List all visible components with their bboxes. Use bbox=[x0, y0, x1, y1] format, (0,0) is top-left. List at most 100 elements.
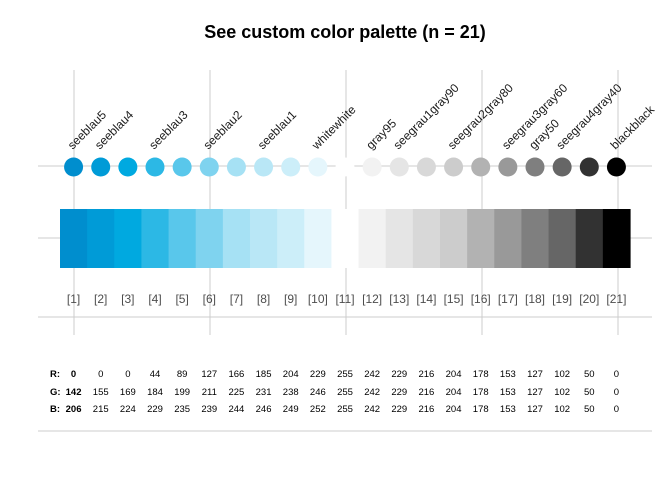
rgb-value: 235 bbox=[174, 404, 190, 415]
color-index-label: [20] bbox=[579, 292, 599, 306]
rgb-value: 242 bbox=[364, 404, 380, 415]
rgb-value: 169 bbox=[120, 387, 136, 398]
color-dot bbox=[308, 157, 328, 177]
color-index-label: [3] bbox=[121, 292, 134, 306]
color-index-label: [6] bbox=[203, 292, 216, 306]
color-index-label: [21] bbox=[606, 292, 626, 306]
color-bar bbox=[304, 209, 333, 268]
color-bar bbox=[250, 209, 278, 268]
rgb-value: 153 bbox=[500, 404, 516, 415]
rgb-value: 0 bbox=[614, 404, 619, 415]
color-dot bbox=[498, 157, 518, 177]
color-dot bbox=[199, 157, 219, 177]
color-index-label: [7] bbox=[230, 292, 243, 306]
rgb-value: 255 bbox=[337, 404, 353, 415]
color-bar bbox=[494, 209, 523, 268]
rgb-value: 211 bbox=[202, 387, 217, 398]
color-index-label: [1] bbox=[67, 292, 80, 306]
color-dot bbox=[226, 157, 246, 177]
color-dot bbox=[389, 157, 409, 177]
color-bar bbox=[277, 209, 305, 268]
color-dot bbox=[335, 157, 355, 177]
color-bar bbox=[60, 209, 88, 268]
rgb-value: 185 bbox=[256, 369, 272, 380]
rgb-value: 206 bbox=[66, 404, 82, 415]
rgb-value: 127 bbox=[527, 387, 543, 398]
color-name-label: seeblau1 bbox=[255, 108, 300, 153]
rgb-value: 231 bbox=[256, 387, 272, 398]
rgb-row-label: G: bbox=[50, 387, 61, 398]
rgb-value: 50 bbox=[584, 387, 595, 398]
rgb-value: 229 bbox=[391, 387, 407, 398]
rgb-value: 0 bbox=[71, 369, 76, 380]
rgb-value: 255 bbox=[337, 387, 353, 398]
color-dot bbox=[254, 157, 274, 177]
rgb-value: 216 bbox=[418, 369, 434, 380]
color-dot bbox=[552, 157, 572, 177]
color-index-label: [9] bbox=[284, 292, 297, 306]
rgb-row-label: B: bbox=[50, 404, 60, 415]
rgb-value: 155 bbox=[93, 387, 109, 398]
color-bar bbox=[467, 209, 495, 268]
color-name-label: blackblack bbox=[608, 102, 658, 152]
rgb-value: 225 bbox=[228, 387, 244, 398]
rgb-value: 0 bbox=[125, 369, 130, 380]
rgb-row-label: R: bbox=[50, 369, 60, 380]
color-bar bbox=[602, 209, 631, 268]
chart-title: See custom color palette (n = 21) bbox=[204, 22, 486, 42]
color-bar bbox=[440, 209, 468, 268]
color-dot bbox=[118, 157, 138, 177]
color-bar bbox=[575, 209, 604, 268]
rgb-value: 215 bbox=[93, 404, 109, 415]
color-dot bbox=[172, 157, 192, 177]
rgb-value: 239 bbox=[201, 404, 217, 415]
rgb-value: 255 bbox=[337, 369, 353, 380]
rgb-value: 166 bbox=[228, 369, 244, 380]
color-dot bbox=[145, 157, 165, 177]
color-index-label: [4] bbox=[148, 292, 161, 306]
rgb-value: 178 bbox=[473, 387, 489, 398]
color-bar-strip bbox=[60, 209, 631, 268]
color-dot bbox=[362, 157, 382, 177]
rgb-value: 102 bbox=[554, 404, 570, 415]
rgb-value: 216 bbox=[418, 404, 434, 415]
rgb-value: 246 bbox=[256, 404, 272, 415]
rgb-value: 0 bbox=[614, 369, 619, 380]
color-name-label: seeblau2 bbox=[201, 108, 246, 153]
color-bar bbox=[168, 209, 197, 268]
color-index-label: [13] bbox=[389, 292, 409, 306]
rgb-value: 142 bbox=[66, 387, 82, 398]
color-name-label: seeblau3 bbox=[146, 108, 191, 153]
color-dot bbox=[579, 157, 599, 177]
color-bar bbox=[141, 209, 170, 268]
color-bar bbox=[87, 209, 115, 268]
rgb-value: 224 bbox=[120, 404, 136, 415]
rgb-value: 127 bbox=[527, 404, 543, 415]
color-dot bbox=[444, 157, 464, 177]
color-index-label: [2] bbox=[94, 292, 107, 306]
color-dot bbox=[471, 157, 491, 177]
rgb-value: 216 bbox=[418, 387, 434, 398]
rgb-value: 0 bbox=[614, 387, 619, 398]
rgb-value: 50 bbox=[584, 404, 595, 415]
color-index-label: [14] bbox=[416, 292, 436, 306]
rgb-value: 102 bbox=[554, 387, 570, 398]
rgb-value: 229 bbox=[391, 369, 407, 380]
rgb-value: 204 bbox=[283, 369, 299, 380]
color-index-label: [11] bbox=[335, 292, 354, 306]
rgb-value: 44 bbox=[150, 369, 161, 380]
color-dot bbox=[64, 157, 84, 177]
color-bar bbox=[114, 209, 143, 268]
color-dot bbox=[281, 157, 301, 177]
rgb-value: 204 bbox=[446, 404, 462, 415]
color-index-labels: [1] [2] [3] [4] [5] [6] [7] [8] [9] [10] [11] [12] [… bbox=[67, 292, 627, 306]
rgb-value: 204 bbox=[446, 387, 462, 398]
rgb-value: 127 bbox=[201, 369, 217, 380]
rgb-value: 50 bbox=[584, 369, 595, 380]
color-dot bbox=[91, 157, 111, 177]
color-bar bbox=[385, 209, 414, 268]
rgb-value: 89 bbox=[177, 369, 188, 380]
rgb-value: 229 bbox=[147, 404, 163, 415]
color-dot bbox=[416, 157, 436, 177]
